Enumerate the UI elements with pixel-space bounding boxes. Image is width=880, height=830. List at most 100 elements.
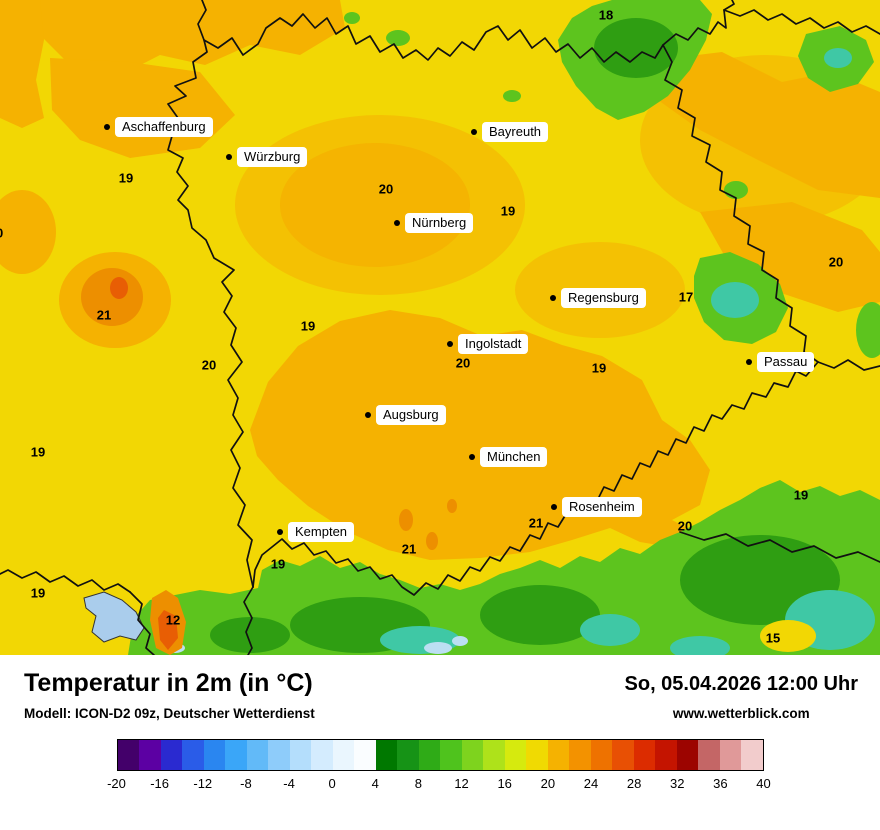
city-label: Ingolstadt — [447, 334, 529, 354]
city-marker-dot — [471, 129, 477, 135]
city-name: Bayreuth — [482, 122, 549, 142]
city-label: Rosenheim — [551, 497, 642, 517]
city-marker-dot — [226, 154, 232, 160]
footer-left: Temperatur in 2m (in °C) Modell: ICON-D2… — [24, 669, 315, 721]
temperature-value: 17 — [678, 289, 694, 305]
legend-segment — [741, 740, 763, 770]
temperature-map: Aschaffenburg Würzburg Bayreuth Nürnberg Reg… — [0, 0, 880, 655]
legend-segment — [375, 740, 397, 770]
city-label: München — [469, 447, 548, 467]
city-label: Augsburg — [365, 405, 446, 425]
temperature-value: 18 — [598, 7, 614, 23]
city-name: Regensburg — [561, 288, 646, 308]
legend-segment — [117, 740, 139, 770]
city-label: Passau — [746, 352, 815, 372]
city-label: Regensburg — [550, 288, 646, 308]
city-name: München — [480, 447, 548, 467]
legend-tick-label: 40 — [756, 776, 771, 791]
temperature-value: 15 — [765, 630, 781, 646]
legend-segment — [203, 740, 225, 770]
legend-tick-label: -4 — [283, 776, 295, 791]
city-name: Ingolstadt — [458, 334, 529, 354]
temperature-value: 20 — [201, 357, 217, 373]
legend-segment — [440, 740, 462, 770]
city-marker-dot — [394, 220, 400, 226]
legend-tick-label: -8 — [240, 776, 252, 791]
legend-segment — [655, 740, 677, 770]
legend-segment — [547, 740, 569, 770]
city-name: Nürnberg — [405, 213, 474, 233]
page-title: Temperatur in 2m (in °C) — [24, 669, 313, 697]
legend-segment — [526, 740, 548, 770]
temperature-legend: -20 -16 -12 -8 -4 0 4 8 12 16 20 24 28 32 36 40 — [0, 739, 880, 792]
legend-segment — [160, 740, 182, 770]
country-borders — [0, 0, 880, 655]
city-name: Rosenheim — [562, 497, 642, 517]
legend-tick-label: 12 — [454, 776, 469, 791]
map-overlay: Aschaffenburg Würzburg Bayreuth Nürnberg Reg… — [0, 7, 844, 646]
legend-tick-label: -12 — [193, 776, 213, 791]
legend-segment — [483, 740, 505, 770]
legend-tick-label: -16 — [150, 776, 170, 791]
temperature-value: 19 — [793, 487, 809, 503]
legend-segment — [612, 740, 634, 770]
legend-bar — [116, 739, 764, 771]
legend-tick-label: 32 — [669, 776, 685, 791]
city-label: Kempten — [277, 522, 355, 542]
legend-segment — [289, 740, 311, 770]
temperature-value: 19 — [270, 556, 286, 572]
legend-segment — [332, 740, 354, 770]
legend-segment — [461, 740, 483, 770]
legend-tick-label: 0 — [328, 776, 336, 791]
legend-segment — [246, 740, 268, 770]
alpine-green-regions — [128, 0, 880, 655]
legend-segment — [633, 740, 655, 770]
legend-segment — [719, 740, 741, 770]
city-marker-dot — [104, 124, 110, 130]
footer: Temperatur in 2m (in °C) Modell: ICON-D2… — [0, 655, 880, 830]
city-label: Aschaffenburg — [104, 117, 213, 137]
city-marker-dot — [277, 529, 283, 535]
temperature-value: 20 — [0, 226, 3, 241]
temperature-value: 12 — [165, 612, 181, 628]
temperature-value: 19 — [300, 318, 316, 334]
forecast-datetime: So, 05.04.2026 12:00 Uhr — [624, 673, 858, 695]
city-label: Bayreuth — [471, 122, 549, 142]
city-marker-dot — [447, 341, 453, 347]
temperature-value: 19 — [118, 170, 134, 186]
legend-tick-label: 24 — [583, 776, 599, 791]
city-marker-dot — [550, 295, 556, 301]
lake-bodensee — [83, 591, 145, 643]
temperature-value: 20 — [378, 181, 394, 197]
city-label: Würzburg — [226, 147, 308, 167]
legend-segment — [182, 740, 204, 770]
city-label: Nürnberg — [394, 213, 474, 233]
temperature-value: 21 — [96, 307, 112, 323]
temperature-value: 19 — [30, 585, 46, 601]
temperature-value: 21 — [528, 515, 544, 531]
temperature-value: 20 — [455, 355, 471, 371]
temperature-value: 19 — [591, 360, 607, 376]
legend-tick-label: 28 — [626, 776, 642, 791]
temperature-value: 19 — [500, 203, 516, 219]
legend-segment — [418, 740, 440, 770]
city-marker-dot — [365, 412, 371, 418]
legend-tick-label: 20 — [540, 776, 556, 791]
legend-segment — [354, 740, 376, 770]
city-name: Würzburg — [237, 147, 308, 167]
legend-segment — [139, 740, 161, 770]
city-name: Passau — [757, 352, 815, 372]
legend-segment — [268, 740, 290, 770]
legend-tick-label: -20 — [107, 776, 126, 791]
legend-ticks: -20 -16 -12 -8 -4 0 4 8 12 16 20 24 28 32 36 40 — [107, 776, 771, 792]
city-name: Aschaffenburg — [115, 117, 213, 137]
legend-segment — [590, 740, 612, 770]
city-marker-dot — [469, 454, 475, 460]
temperature-value: 21 — [401, 541, 417, 557]
temperature-value: 20 — [828, 254, 844, 270]
legend-segment — [397, 740, 419, 770]
legend-segment — [225, 740, 247, 770]
legend-segment — [504, 740, 526, 770]
city-name: Augsburg — [376, 405, 446, 425]
